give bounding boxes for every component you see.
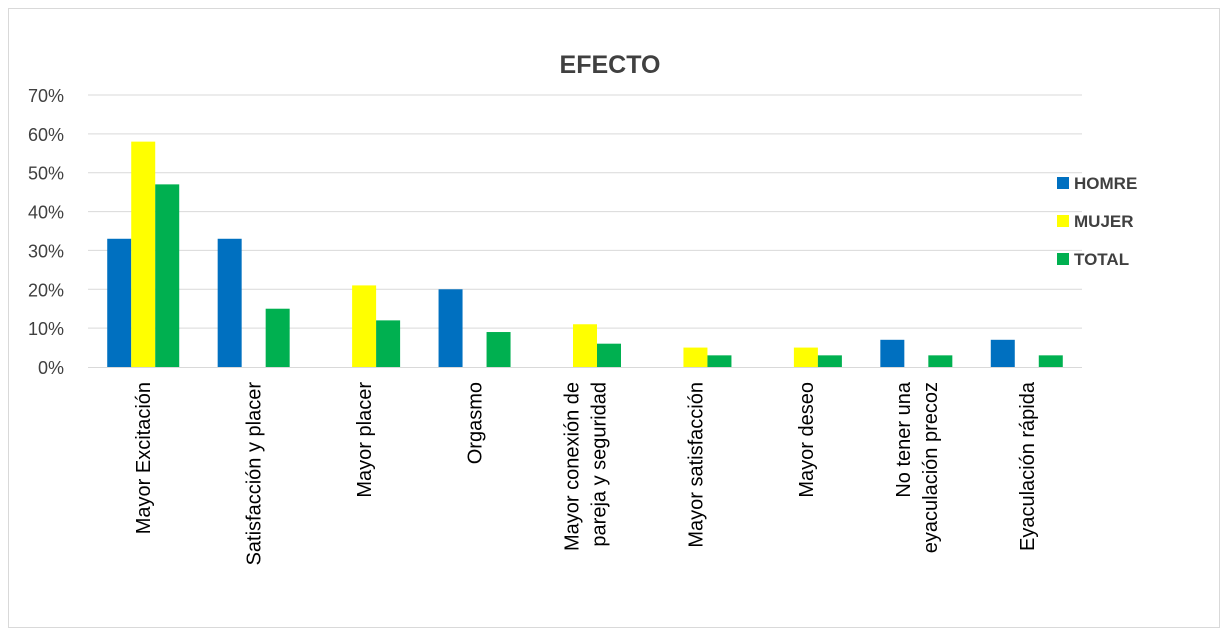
bar-mujer-2 <box>352 285 377 367</box>
legend-label-homre: HOMRE <box>1074 174 1137 193</box>
y-tick-label: 30% <box>28 241 64 261</box>
gridlines <box>88 94 1082 329</box>
bar-total-6 <box>817 355 842 367</box>
x-tick-label: pareja y seguridad <box>589 382 611 547</box>
bar-total-4 <box>597 343 621 367</box>
bar-mujer-6 <box>793 347 818 367</box>
x-tick-label: Mayor Excitación <box>133 382 155 534</box>
bar-mujer-5 <box>683 347 708 367</box>
y-tick-label: 60% <box>28 125 64 145</box>
bar-total-5 <box>707 355 732 367</box>
chart-title: EFECTO <box>560 51 661 79</box>
x-tick-label: Mayor deseo <box>796 382 818 498</box>
legend: HOMRE MUJER TOTAL <box>1057 174 1137 269</box>
legend-label-total: TOTAL <box>1074 250 1129 269</box>
x-tick-label: Mayor satisfacción <box>685 382 707 548</box>
x-tick-label: No tener una <box>893 381 915 498</box>
y-tick-label: 50% <box>28 164 64 184</box>
bar-mujer-4 <box>573 324 597 367</box>
chart-frame <box>8 8 1220 628</box>
x-tick-label: Orgasmo <box>465 382 487 464</box>
bar-homre-1 <box>217 238 242 367</box>
x-axis-ticks: Mayor Excitación Satisfacción y placer May… <box>133 381 1039 565</box>
bar-total-3 <box>486 332 511 367</box>
bar-homre-0 <box>107 238 132 367</box>
bar-total-0 <box>155 184 180 367</box>
legend-swatch-homre <box>1057 177 1069 189</box>
y-tick-label: 20% <box>28 280 64 300</box>
y-tick-label: 70% <box>28 86 64 106</box>
bar-mujer-0 <box>131 141 156 367</box>
bar-total-7 <box>928 355 953 367</box>
x-tick-label: eyaculación precoz <box>920 382 942 553</box>
bars <box>107 141 1063 367</box>
y-tick-label: 10% <box>28 319 64 339</box>
x-tick-label: Eyaculación rápida <box>1017 381 1039 551</box>
x-tick-label: Mayor placer <box>354 382 376 498</box>
legend-swatch-total <box>1057 253 1069 265</box>
y-axis-ticks: 0% 10% 20% 30% 40% 50% 60% 70% <box>28 86 64 378</box>
x-tick-label: Mayor conexión de <box>562 382 584 551</box>
legend-label-mujer: MUJER <box>1074 212 1134 231</box>
bar-total-8 <box>1038 355 1063 367</box>
y-tick-label: 40% <box>28 203 64 223</box>
bar-homre-3 <box>438 289 463 367</box>
y-tick-label: 0% <box>38 358 64 378</box>
x-tick-label: Satisfacción y placer <box>244 382 266 566</box>
bar-total-2 <box>376 320 401 367</box>
bar-homre-7 <box>880 339 905 367</box>
bar-homre-8 <box>990 339 1015 367</box>
bar-total-1 <box>265 308 290 367</box>
legend-swatch-mujer <box>1057 215 1069 227</box>
